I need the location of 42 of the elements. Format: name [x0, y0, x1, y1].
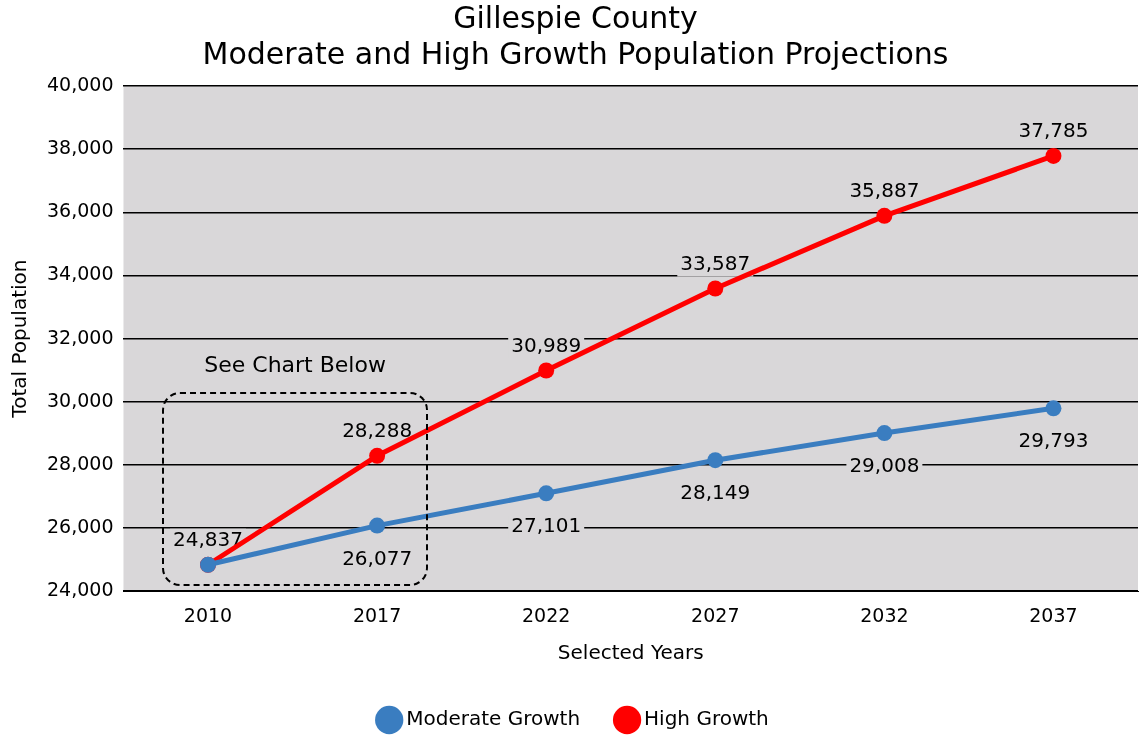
point — [876, 207, 893, 224]
data-label: 37,785 — [1018, 118, 1089, 143]
y-tick-label: 24,000 — [47, 578, 114, 601]
y-tick-label: 28,000 — [47, 451, 114, 474]
x-tick-label: 2032 — [860, 603, 909, 626]
chart-title: Gillespie County Moderate and High Growth Population Projections — [202, 0, 949, 71]
point — [707, 280, 724, 297]
y-tick-label: 26,000 — [47, 514, 114, 537]
point — [369, 517, 386, 534]
x-tick-label: 2017 — [352, 603, 402, 626]
data-label: 28,288 — [342, 418, 413, 443]
point — [707, 452, 724, 469]
legend-label: High Growth — [644, 706, 769, 731]
y-tick-label: 30,000 — [47, 388, 114, 411]
y-tick-label: 32,000 — [47, 325, 114, 348]
x-tick-label: 2022 — [522, 603, 571, 626]
point — [1045, 147, 1062, 164]
point — [876, 425, 893, 442]
point — [538, 485, 555, 502]
y-tick-label: 34,000 — [47, 262, 114, 285]
y-tick-label: 40,000 — [47, 72, 114, 95]
x-tick-label: 2027 — [691, 603, 740, 626]
data-label: 26,077 — [342, 545, 413, 570]
x-axis-title: Selected Years — [557, 640, 704, 665]
y-tick-label: 36,000 — [47, 199, 114, 222]
point — [1045, 400, 1062, 417]
point — [369, 447, 386, 464]
data-label: 29,793 — [1018, 428, 1089, 453]
data-label: 35,887 — [849, 178, 920, 203]
data-label: 30,989 — [511, 332, 582, 357]
data-label: 28,149 — [680, 480, 751, 505]
legend-label: Moderate Growth — [406, 706, 581, 731]
data-label: 33,587 — [680, 250, 751, 275]
y-tick-label: 38,000 — [47, 136, 114, 159]
y-axis-title: Total Population — [7, 259, 32, 419]
data-label: 24,837 — [173, 526, 244, 551]
data-label: 29,008 — [849, 453, 920, 478]
data-label: 27,101 — [511, 513, 582, 538]
x-tick-label: 2010 — [183, 603, 233, 626]
x-tick-label: 2037 — [1029, 603, 1078, 626]
annotation: See Chart Below — [204, 352, 386, 378]
point — [538, 362, 555, 379]
